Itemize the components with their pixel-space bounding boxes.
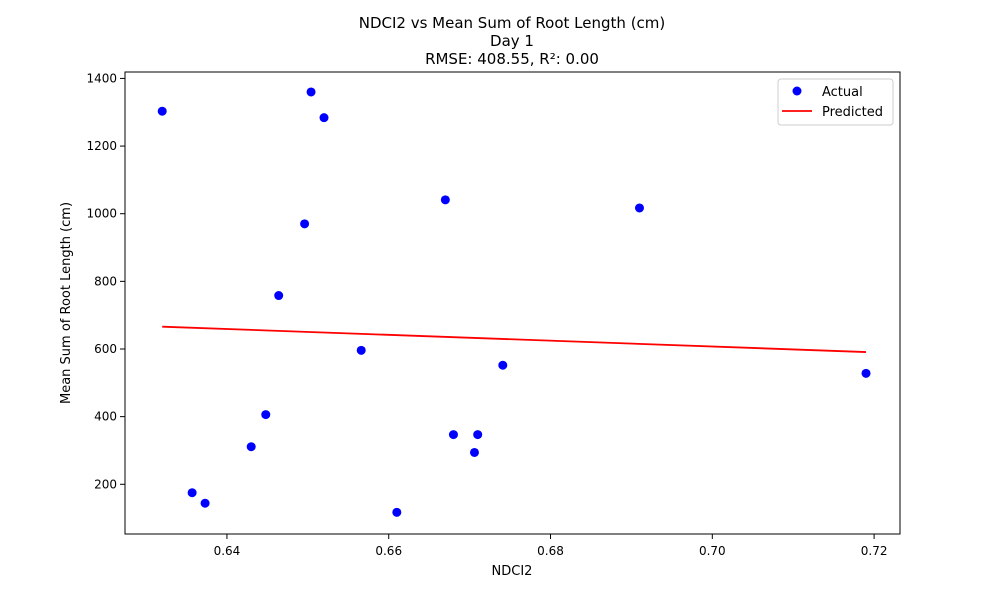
actual-point — [440, 195, 450, 205]
y-tick-label: 800 — [94, 274, 117, 288]
actual-point — [356, 345, 366, 355]
legend-actual-label: Actual — [822, 85, 863, 100]
y-tick-label: 200 — [94, 477, 117, 491]
actual-point — [274, 291, 284, 301]
chart-title-line-1: NDCI2 vs Mean Sum of Root Length (cm) — [359, 14, 666, 32]
plot-area-frame — [124, 71, 901, 535]
y-tick-label: 400 — [94, 410, 117, 424]
legend: Actual Predicted — [777, 78, 894, 126]
legend-predicted-label: Predicted — [822, 105, 883, 120]
y-tick-label: 1400 — [86, 71, 117, 85]
y-tick-label: 1000 — [86, 207, 117, 221]
actual-point — [157, 106, 167, 116]
x-tick-label: 0.72 — [861, 544, 888, 558]
actual-point — [392, 507, 402, 517]
actual-point — [261, 410, 271, 420]
actual-point — [319, 113, 329, 123]
chart-title-line-2: Day 1 — [490, 32, 534, 50]
actual-point — [246, 442, 256, 452]
actual-point — [300, 219, 310, 229]
x-axis-label: NDCI2 — [492, 564, 533, 579]
actual-point — [187, 488, 197, 498]
predicted-line — [162, 325, 867, 353]
legend-actual-marker — [792, 86, 802, 96]
y-axis-label: Mean Sum of Root Length (cm) — [59, 202, 74, 404]
actual-point — [498, 360, 508, 370]
actual-point — [473, 430, 483, 440]
y-tick-label: 1200 — [86, 139, 117, 153]
x-tick-label: 0.64 — [214, 544, 241, 558]
actual-point — [306, 87, 316, 97]
legend-box — [777, 78, 894, 126]
x-tick-label: 0.66 — [375, 544, 402, 558]
y-tick-label: 600 — [94, 342, 117, 356]
actual-point — [448, 430, 458, 440]
x-tick-label: 0.70 — [699, 544, 726, 558]
series-layer — [157, 87, 871, 517]
actual-point — [200, 498, 210, 508]
y-axis-ticks: 200 400 600 800 1000 1200 1400 — [86, 71, 125, 491]
chart-title-line-3: RMSE: 408.55, R²: 0.00 — [425, 50, 599, 68]
actual-point — [635, 203, 645, 213]
x-axis-ticks: 0.64 0.66 0.68 0.70 0.72 — [214, 534, 888, 558]
actual-point — [469, 447, 479, 457]
actual-point — [861, 368, 871, 378]
x-tick-label: 0.68 — [537, 544, 564, 558]
